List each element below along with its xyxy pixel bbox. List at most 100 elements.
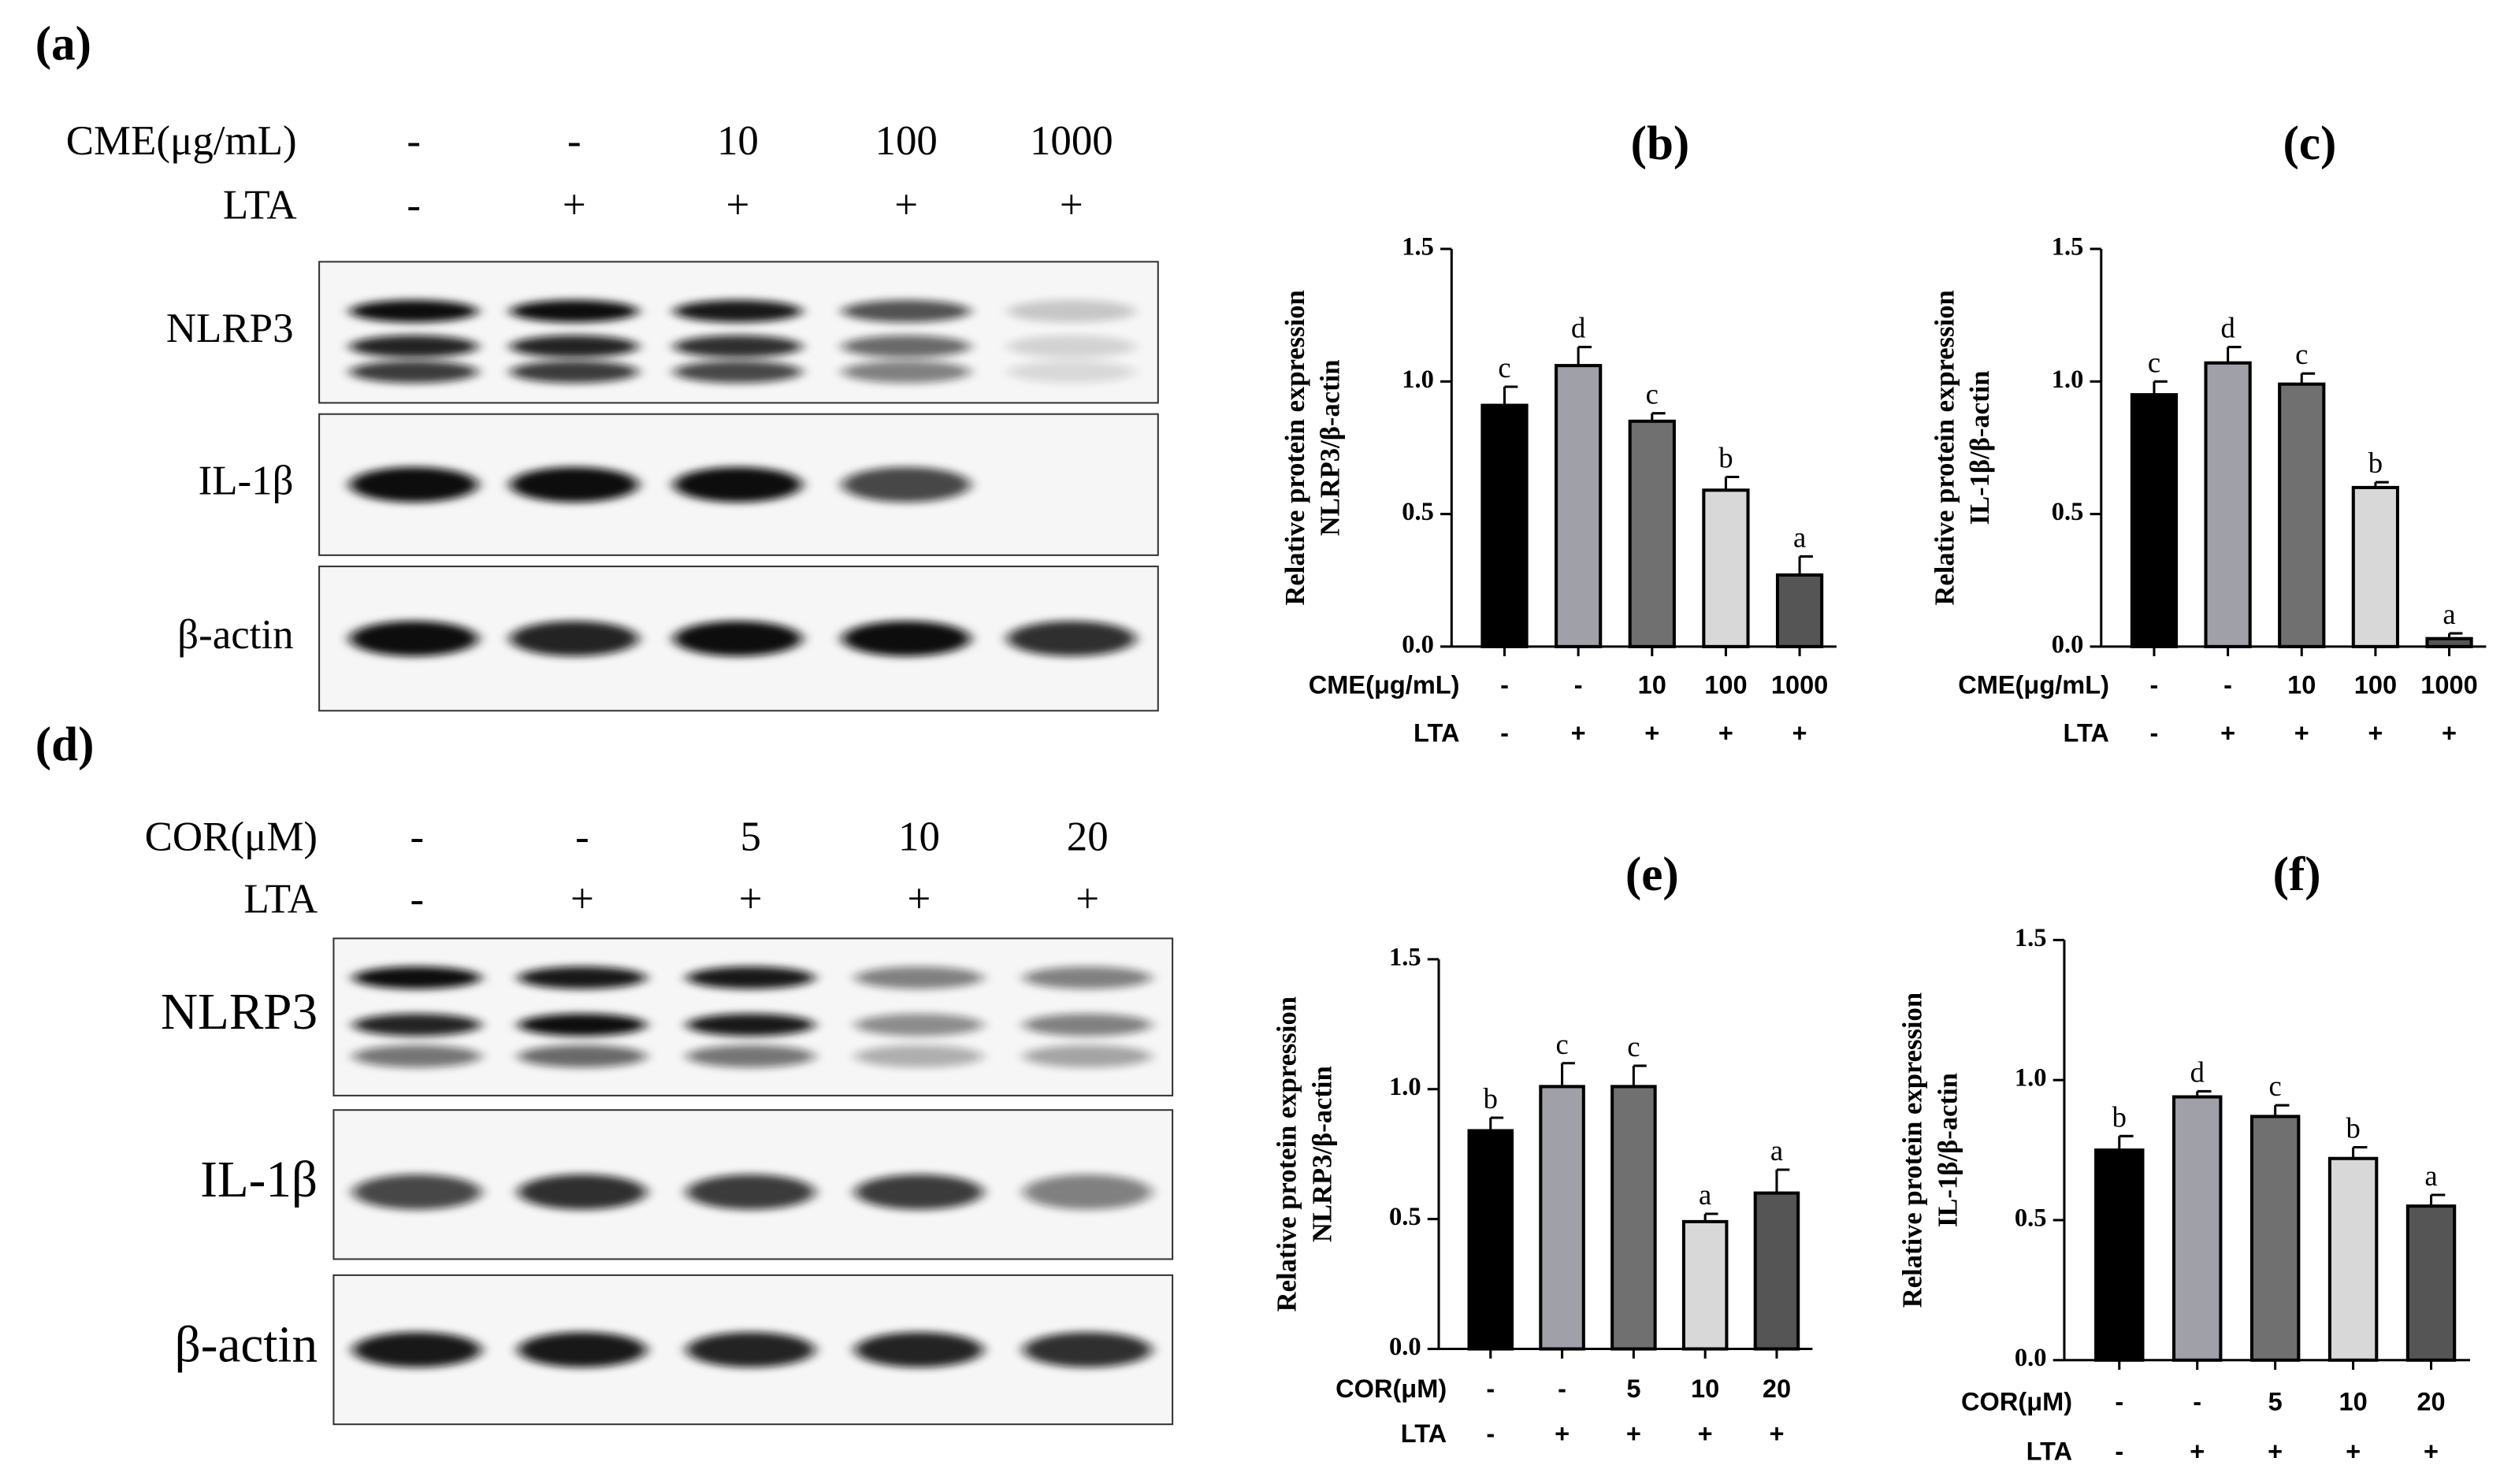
x-row-level: + bbox=[2220, 718, 2235, 747]
x-row-level: - bbox=[1486, 1419, 1495, 1448]
band bbox=[349, 360, 478, 384]
treatment-level: + bbox=[563, 182, 586, 228]
treatment-level: + bbox=[908, 877, 931, 922]
band bbox=[510, 299, 639, 323]
treatment-level: - bbox=[575, 814, 589, 859]
x-row-level: + bbox=[1698, 1419, 1713, 1448]
significance-letter: a bbox=[2443, 598, 2455, 630]
x-row-label: COR(μM) bbox=[1336, 1375, 1447, 1403]
band bbox=[1007, 335, 1136, 358]
treatment-level: + bbox=[570, 877, 594, 922]
x-row-level: + bbox=[2368, 718, 2383, 747]
x-row-level: - bbox=[2115, 1437, 2123, 1465]
bar bbox=[2249, 1115, 2301, 1362]
treatment-level: + bbox=[1060, 182, 1083, 228]
treatment-label: LTA bbox=[243, 877, 318, 922]
x-row-label: CME(μg/mL) bbox=[1958, 670, 2109, 699]
y-tick-label: 0.5 bbox=[1389, 1203, 1421, 1231]
x-row-level: 5 bbox=[2268, 1387, 2283, 1415]
band bbox=[349, 466, 478, 503]
band bbox=[686, 1174, 815, 1210]
band bbox=[1023, 1332, 1152, 1367]
bar bbox=[1467, 1129, 1514, 1351]
y-tick-label: 1.0 bbox=[2052, 365, 2084, 394]
x-row-level: - bbox=[1574, 670, 1583, 699]
y-tick-label: 0.5 bbox=[1402, 498, 1434, 526]
band bbox=[841, 621, 971, 657]
x-row-level: + bbox=[1555, 1419, 1570, 1448]
x-row-level: + bbox=[2442, 718, 2457, 747]
bar bbox=[1681, 1219, 1729, 1351]
x-row-level: - bbox=[2150, 718, 2159, 747]
bar bbox=[1480, 403, 1529, 648]
significance-letter: b bbox=[2346, 1112, 2360, 1145]
significance-letter: b bbox=[1484, 1082, 1498, 1115]
band bbox=[855, 966, 983, 989]
bar bbox=[2405, 1204, 2457, 1362]
significance-letter: a bbox=[2424, 1159, 2437, 1192]
y-tick-label: 0.0 bbox=[2015, 1344, 2047, 1372]
band bbox=[1023, 1044, 1152, 1068]
band bbox=[841, 466, 971, 503]
chart-title: (b) bbox=[1631, 117, 1690, 170]
treatment-level: 100 bbox=[875, 118, 937, 164]
x-row-level: 10 bbox=[2339, 1387, 2367, 1415]
x-row-label: COR(μM) bbox=[1961, 1387, 2072, 1415]
x-row-level: - bbox=[2223, 670, 2232, 699]
treatment-level: 10 bbox=[898, 814, 940, 859]
band bbox=[674, 299, 802, 323]
significance-letter: a bbox=[1770, 1134, 1783, 1167]
chart-title: (c) bbox=[2283, 117, 2337, 170]
bar bbox=[2204, 361, 2252, 648]
bar bbox=[2094, 1148, 2145, 1362]
bar bbox=[1628, 419, 1676, 648]
x-row-level: + bbox=[2268, 1437, 2283, 1465]
bar bbox=[1610, 1085, 1657, 1351]
x-row-level: + bbox=[2190, 1437, 2205, 1465]
panel-label: (a) bbox=[35, 18, 91, 71]
chart-title: (e) bbox=[1625, 848, 1679, 901]
band bbox=[841, 360, 971, 384]
band bbox=[1023, 1174, 1152, 1210]
treatment-level: 1000 bbox=[1030, 118, 1113, 164]
y-axis-label-line: IL-1β/β-actin bbox=[1965, 370, 1995, 525]
y-axis-label-line: Relative protein expression bbox=[1272, 996, 1302, 1311]
x-row-level: + bbox=[1769, 1419, 1784, 1448]
treatment-level: + bbox=[739, 877, 763, 922]
band bbox=[686, 1013, 815, 1037]
y-axis-label-line: NLRP3/β-actin bbox=[1316, 360, 1346, 536]
bar bbox=[1702, 488, 1750, 648]
significance-letter: c bbox=[2269, 1070, 2282, 1102]
treatment-label: LTA bbox=[223, 182, 297, 228]
band bbox=[686, 1044, 815, 1068]
x-row-level: + bbox=[2294, 718, 2309, 747]
bar bbox=[2278, 382, 2326, 648]
band bbox=[686, 966, 815, 989]
y-tick-label: 0.0 bbox=[1389, 1333, 1421, 1361]
band bbox=[352, 966, 481, 989]
band bbox=[674, 360, 802, 384]
y-axis-label-line: IL-1β/β-actin bbox=[1933, 1073, 1963, 1227]
y-tick-label: 1.0 bbox=[1389, 1073, 1421, 1101]
band bbox=[510, 335, 639, 358]
y-tick-label: 1.5 bbox=[2052, 232, 2084, 261]
bar bbox=[1539, 1085, 1585, 1351]
band-label: NLRP3 bbox=[166, 306, 294, 351]
band bbox=[518, 1332, 647, 1367]
band bbox=[518, 966, 647, 989]
y-tick-label: 1.5 bbox=[2015, 924, 2047, 952]
x-row-level: 10 bbox=[1638, 670, 1666, 699]
x-row-level: 100 bbox=[2354, 670, 2397, 699]
x-row-level: - bbox=[1486, 1375, 1495, 1403]
band bbox=[1007, 299, 1136, 323]
bar bbox=[1555, 364, 1603, 648]
band bbox=[349, 621, 478, 657]
x-row-level: + bbox=[1718, 718, 1733, 747]
treatment-level: + bbox=[894, 182, 918, 228]
band bbox=[674, 621, 802, 657]
significance-letter: b bbox=[1718, 442, 1733, 474]
band bbox=[518, 1044, 647, 1068]
significance-letter: a bbox=[1699, 1178, 1711, 1211]
x-row-label: LTA bbox=[2026, 1437, 2072, 1465]
